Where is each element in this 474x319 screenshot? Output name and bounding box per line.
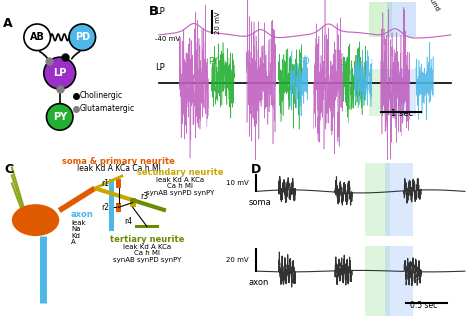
Bar: [386, 2, 416, 37]
Text: 20 mV: 20 mV: [226, 257, 249, 263]
Bar: [385, 246, 412, 316]
Bar: [365, 246, 390, 316]
Text: Cholinergic: Cholinergic: [80, 91, 123, 100]
Text: D: D: [251, 163, 261, 176]
Text: LP: LP: [155, 63, 165, 72]
Text: Ca h MI: Ca h MI: [134, 250, 160, 256]
FancyBboxPatch shape: [135, 225, 159, 228]
Text: PY: PY: [53, 112, 67, 122]
Bar: [369, 69, 392, 116]
Circle shape: [44, 57, 76, 89]
Text: A: A: [71, 239, 76, 245]
Text: PD: PD: [298, 57, 310, 66]
Text: Ca h MI: Ca h MI: [167, 183, 193, 189]
Text: rebound: rebound: [421, 0, 441, 12]
Text: axon: axon: [71, 210, 94, 219]
Text: PD: PD: [75, 32, 90, 42]
Text: synAB synPD synPY: synAB synPD synPY: [113, 256, 181, 263]
FancyBboxPatch shape: [109, 179, 114, 231]
Text: 1 sec: 1 sec: [391, 109, 413, 118]
Text: leak Kd A KCa: leak Kd A KCa: [123, 244, 171, 250]
Text: leak Kd A KCa Ca h MI: leak Kd A KCa Ca h MI: [77, 164, 160, 173]
Text: leak: leak: [71, 220, 86, 226]
FancyBboxPatch shape: [116, 179, 121, 188]
Text: tertiary neurite: tertiary neurite: [110, 235, 184, 244]
Text: LP: LP: [53, 68, 66, 78]
Bar: [365, 163, 390, 236]
Text: -40 mV: -40 mV: [155, 36, 181, 42]
Circle shape: [12, 204, 59, 236]
FancyBboxPatch shape: [116, 203, 121, 212]
Text: AB: AB: [30, 32, 45, 42]
Text: C: C: [5, 163, 14, 176]
Text: A: A: [3, 17, 12, 30]
Text: synAB synPD synPY: synAB synPD synPY: [146, 189, 214, 196]
Bar: [385, 163, 412, 236]
Text: leak Kd A KCa: leak Kd A KCa: [156, 177, 204, 183]
Circle shape: [24, 24, 50, 50]
Bar: [386, 69, 416, 116]
FancyBboxPatch shape: [130, 198, 136, 207]
Text: r1: r1: [101, 179, 109, 188]
Text: Na: Na: [71, 226, 81, 232]
Text: soma & primary neurite: soma & primary neurite: [62, 157, 175, 166]
Text: r4: r4: [125, 217, 133, 226]
Bar: [369, 2, 392, 37]
Circle shape: [69, 24, 96, 50]
Text: B: B: [149, 5, 158, 18]
Text: 10 mV: 10 mV: [226, 181, 249, 186]
Text: r2: r2: [101, 203, 109, 212]
Text: r3: r3: [140, 192, 148, 201]
Text: Kd: Kd: [71, 233, 80, 239]
Text: PY: PY: [209, 57, 219, 66]
Text: secondary neurite: secondary neurite: [137, 168, 223, 177]
Circle shape: [46, 104, 73, 130]
Text: LP: LP: [155, 7, 165, 16]
Text: soma: soma: [249, 198, 272, 207]
Text: axon: axon: [249, 278, 269, 286]
Text: 20 mV: 20 mV: [215, 11, 221, 33]
Text: Glutamatergic: Glutamatergic: [80, 104, 135, 114]
Text: 0.5 sec: 0.5 sec: [410, 301, 438, 310]
